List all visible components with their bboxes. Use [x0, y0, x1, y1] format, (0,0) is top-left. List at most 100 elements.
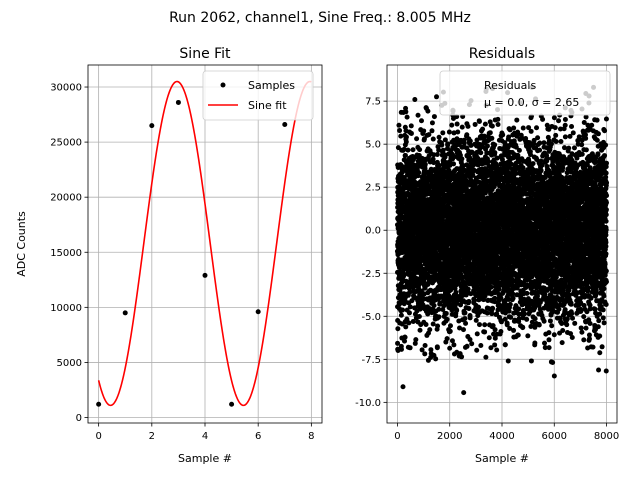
residual-point — [511, 328, 516, 333]
residual-point — [485, 311, 490, 316]
residual-point — [465, 124, 470, 129]
sine-fit-legend: Samples Sine fit — [203, 71, 313, 120]
x-tick-label: 4000 — [489, 431, 514, 442]
residual-point — [433, 356, 438, 361]
sine-fit-ylabel: ADC Counts — [15, 211, 28, 277]
residual-point — [498, 329, 503, 334]
residual-point — [423, 162, 428, 167]
residual-point — [449, 123, 454, 128]
residual-point — [496, 122, 501, 127]
residual-point — [447, 346, 452, 351]
residual-point — [409, 123, 414, 128]
residual-point — [506, 359, 511, 364]
residual-point — [422, 351, 427, 356]
residual-point — [455, 122, 460, 127]
residual-point — [461, 327, 466, 332]
residual-point — [495, 117, 500, 122]
residual-point — [434, 94, 439, 99]
residual-point — [511, 296, 516, 301]
residual-point — [487, 335, 492, 340]
y-tick-label: -7.5 — [361, 355, 381, 366]
residual-point — [462, 310, 467, 315]
y-tick-label: -2.5 — [361, 269, 381, 280]
sample-point — [176, 100, 181, 105]
residual-point — [508, 315, 513, 320]
y-tick-label: 10000 — [50, 303, 82, 314]
residual-point — [406, 320, 411, 325]
residual-point — [500, 132, 505, 137]
residual-point — [516, 306, 521, 311]
residual-point — [401, 384, 406, 389]
residual-point — [403, 324, 408, 329]
residual-point — [395, 326, 400, 331]
residual-point — [489, 311, 494, 316]
residual-point — [493, 327, 498, 332]
residual-point — [472, 298, 477, 303]
residual-point — [517, 148, 522, 153]
y-tick-label: 25000 — [50, 138, 82, 149]
y-tick-label: 2.5 — [365, 183, 381, 194]
residual-point — [455, 129, 460, 134]
residual-point — [424, 322, 429, 327]
residual-point — [407, 310, 412, 315]
residual-point — [511, 126, 516, 131]
y-tick-label: 20000 — [50, 193, 82, 204]
residual-point — [466, 299, 471, 304]
residual-point — [476, 305, 481, 310]
residual-point — [492, 150, 497, 155]
residual-point — [448, 323, 453, 328]
y-tick-label: 15000 — [50, 248, 82, 259]
residual-point — [468, 139, 473, 144]
residual-point — [405, 148, 410, 153]
sample-point — [203, 273, 208, 278]
residual-point — [463, 321, 468, 326]
residual-point — [490, 306, 495, 311]
residual-point — [444, 311, 449, 316]
residual-point — [421, 128, 426, 133]
residual-point — [520, 325, 525, 330]
sample-point — [229, 402, 234, 407]
residual-point — [403, 153, 408, 158]
residual-point — [503, 342, 508, 347]
residual-point — [474, 348, 479, 353]
residuals-xlabel: Sample # — [475, 452, 529, 465]
residual-point — [483, 355, 488, 360]
residual-point — [405, 115, 410, 120]
residual-point — [413, 337, 418, 342]
residual-point — [397, 128, 402, 133]
residual-point — [451, 161, 456, 166]
residual-point — [426, 132, 431, 137]
residual-point — [445, 336, 450, 341]
residual-point — [485, 144, 490, 149]
sample-point — [123, 310, 128, 315]
residual-point — [465, 344, 470, 349]
residual-point — [466, 306, 471, 311]
residual-point — [489, 136, 494, 141]
sine-fit-xlabel: Sample # — [178, 452, 232, 465]
residual-point — [460, 125, 465, 130]
residual-point — [435, 345, 440, 350]
residual-point — [477, 119, 482, 124]
y-tick-label: 5000 — [57, 358, 82, 369]
residual-point — [480, 127, 485, 132]
residual-point — [435, 152, 440, 157]
residual-point — [477, 322, 482, 327]
residual-point — [419, 118, 424, 123]
sine-fit-title: Sine Fit — [179, 46, 231, 62]
residual-point — [436, 314, 441, 319]
sample-point — [149, 123, 154, 128]
residual-point — [400, 308, 405, 313]
y-tick-label: 0 — [76, 413, 82, 424]
x-tick-label: 0 — [394, 431, 400, 442]
residual-point — [440, 130, 445, 135]
residual-point — [417, 314, 422, 319]
residual-point — [469, 341, 474, 346]
residual-point — [404, 139, 409, 144]
legend-samples-marker — [221, 83, 226, 88]
residual-point — [459, 354, 464, 359]
residual-point — [521, 126, 526, 131]
x-tick-label: 4 — [202, 431, 208, 442]
